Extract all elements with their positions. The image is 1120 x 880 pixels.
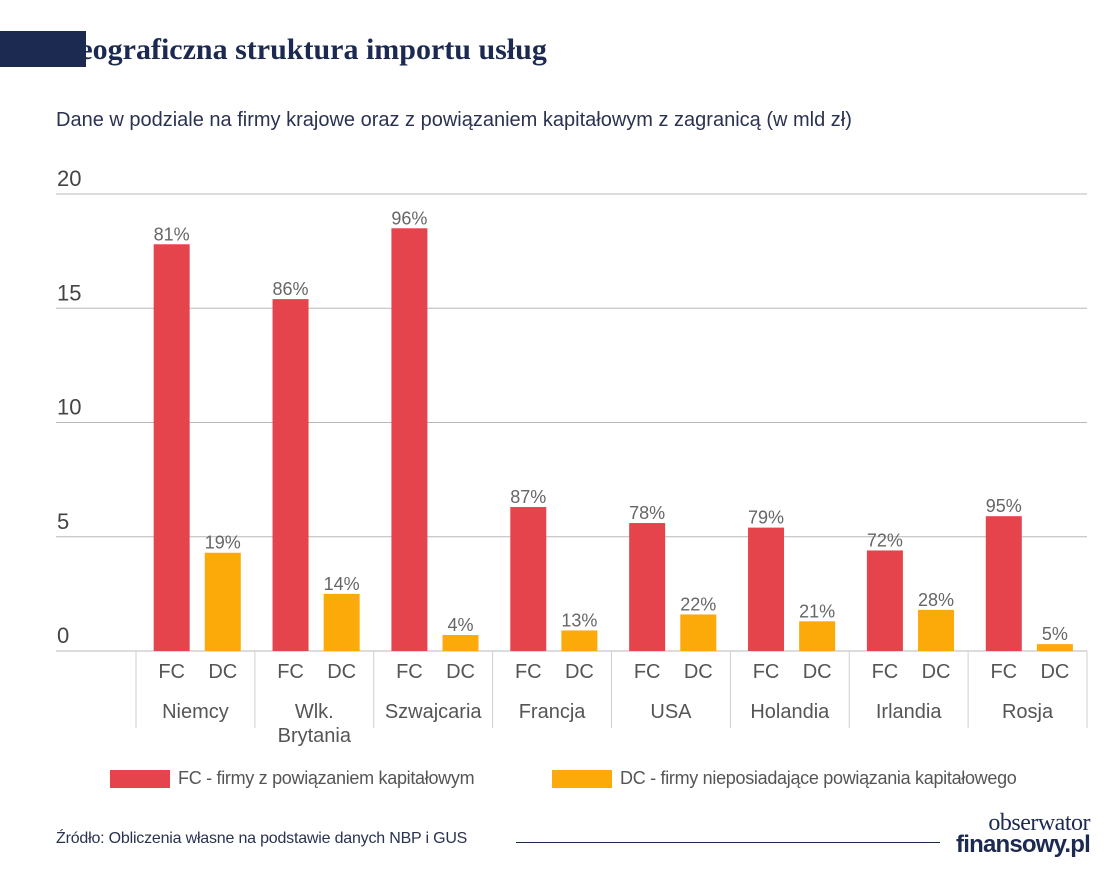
logo-line-1: obserwator [988,810,1090,836]
data-label: 87% [510,487,546,507]
x-category-label: Rosja [1002,701,1054,723]
legend-swatch-fc [110,769,170,788]
bar-dc [442,635,479,651]
data-label: 86% [273,279,309,299]
x-sub-label: DC [565,661,594,683]
data-label: 14% [324,574,360,594]
x-sub-label: DC [327,661,356,683]
legend-item-dc: DC - firmy nieposiadające powiązania kap… [552,768,1017,789]
bar-dc [918,609,955,651]
x-sub-label: DC [208,661,237,683]
data-label: 96% [391,208,427,228]
bar-fc [391,228,428,651]
x-sub-label: FC [396,661,423,683]
x-category-label: Szwajcaria [385,701,483,723]
data-label: 81% [154,224,190,244]
chart-title: Geograficzna struktura importu usług [56,33,547,66]
bar-fc [153,244,190,651]
bar-fc [510,507,547,651]
x-category-label: Irlandia [876,701,942,723]
logo-line-2: finansowy.pl [956,831,1091,858]
data-label: 19% [205,533,241,553]
data-label: 21% [799,601,835,621]
legend-label-dc: DC - firmy nieposiadające powiązania kap… [620,768,1017,788]
y-tick-label: 20 [57,166,81,191]
data-label: 4% [448,615,474,635]
x-sub-label: DC [446,661,475,683]
x-sub-label: DC [803,661,832,683]
y-tick-label: 15 [57,280,81,305]
bar-fc [866,550,903,651]
data-label: 78% [629,503,665,523]
chart-subtitle: Dane w podziale na firmy krajowe oraz z … [56,109,852,131]
x-category-label: Holandia [750,701,830,723]
x-category-label: Francja [519,701,587,723]
bar-fc [272,299,309,651]
y-tick-label: 10 [57,395,81,420]
x-sub-label: FC [872,661,899,683]
bar-dc [680,614,717,651]
data-label: 95% [986,496,1022,516]
source-note: Źródło: Obliczenia własne na podstawie d… [56,830,468,847]
data-label: 22% [680,594,716,614]
x-category-label: Wlk. [295,701,334,723]
brand-logo: obserwator finansowy.pl [950,810,1091,858]
x-sub-label: DC [922,661,951,683]
legend-item-fc: FC - firmy z powiązaniem kapitałowym [110,768,475,789]
data-label: 28% [918,590,954,610]
bar-fc [985,516,1022,651]
bar-dc [561,630,598,651]
bar-dc [204,552,241,651]
x-category-label: Brytania [278,725,352,747]
legend-label-fc: FC - firmy z powiązaniem kapitałowym [178,768,475,788]
data-label: 72% [867,530,903,550]
x-category-label: USA [650,701,692,723]
x-sub-label: FC [634,661,661,683]
x-sub-label: FC [515,661,542,683]
bar-dc [799,621,836,651]
x-category-label: Niemcy [162,701,229,723]
source-divider [516,842,940,843]
title-accent-bar [0,31,86,67]
bar-fc [748,527,785,651]
bar-dc [323,593,360,651]
y-tick-label: 0 [57,623,69,648]
x-sub-label: FC [990,661,1017,683]
bar-fc [629,523,666,651]
x-sub-label: DC [684,661,713,683]
data-label: 5% [1042,624,1068,644]
bar-chart: 0 5 10 15 20 81% FC 19% DC Niemcy 86% FC 14% DC Wlk.Br… [56,166,1088,747]
y-tick-label: 5 [57,509,69,534]
x-sub-label: FC [277,661,304,683]
legend-swatch-dc [552,769,612,788]
x-sub-label: DC [1040,661,1069,683]
data-label: 13% [561,610,597,630]
data-label: 79% [748,508,784,528]
x-sub-label: FC [158,661,185,683]
x-sub-label: FC [753,661,780,683]
bar-dc [1036,644,1073,651]
